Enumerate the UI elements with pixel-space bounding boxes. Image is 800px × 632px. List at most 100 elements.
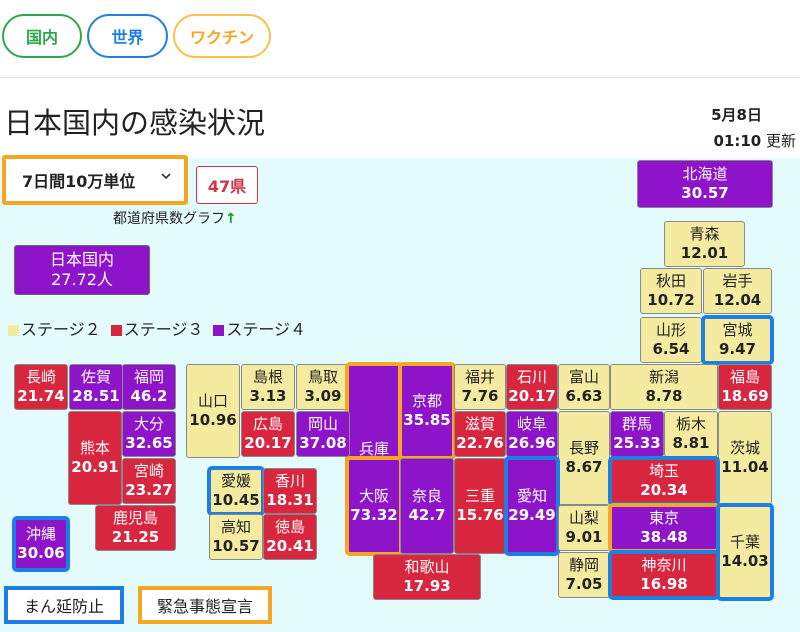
prefecture-tile[interactable]: 山口 10.96 (186, 364, 240, 458)
prefecture-tile[interactable]: 千葉 14.03 (716, 503, 774, 601)
prefecture-value: 6.63 (565, 387, 603, 405)
legend-stage2: ステージ２ (8, 316, 101, 340)
prefecture-tile[interactable]: 北海道 30.57 (637, 160, 773, 208)
emergency-legend: 緊急事態宣言 (138, 586, 272, 624)
prefecture-tile[interactable]: 福井 7.76 (454, 364, 506, 410)
tab-domestic[interactable]: 国内 (2, 14, 82, 58)
prefecture-tile[interactable]: 大分 32.65 (122, 411, 176, 457)
prefecture-name: 千葉 (729, 533, 760, 551)
prefecture-tile[interactable]: 三重 15.76 (454, 458, 506, 554)
prefecture-tile[interactable]: 神奈川 16.98 (608, 550, 720, 600)
prefecture-tile[interactable]: 岩手 12.04 (703, 268, 772, 314)
prefecture-name: 福井 (464, 368, 495, 386)
prefecture-tile[interactable]: 長崎 21.74 (14, 364, 68, 410)
prefecture-tile[interactable]: 佐賀 28.51 (69, 364, 123, 410)
prefecture-tile[interactable]: 愛知 29.49 (504, 456, 560, 556)
prefecture-tile[interactable]: 高知 10.57 (209, 514, 263, 560)
prefecture-value: 10.72 (647, 291, 695, 309)
prefecture-name: 青森 (689, 225, 720, 243)
prefecture-tile[interactable]: 福岡 46.2 (122, 364, 176, 410)
prefecture-name: 徳島 (274, 518, 305, 536)
prefecture-tile[interactable]: 熊本 20.91 (68, 411, 122, 505)
prefecture-value: 20.41 (266, 537, 314, 555)
prefecture-value: 17.93 (403, 577, 451, 595)
prefecture-graph-link[interactable]: 都道府県数グラフ↑ (113, 208, 237, 228)
prefecture-tile[interactable]: 大阪 73.32 (345, 456, 403, 556)
national-total[interactable]: 日本国内 27.72人 (14, 245, 150, 295)
prefecture-name: 北海道 (682, 165, 728, 183)
prefecture-name: 京都 (411, 392, 442, 410)
prefecture-value: 9.47 (718, 340, 756, 358)
prefecture-tile[interactable]: 群馬 25.33 (610, 411, 664, 457)
prefecture-value: 16.98 (640, 575, 688, 593)
legend-stage4: ステージ４ (213, 316, 306, 340)
prefecture-value: 37.08 (299, 434, 347, 452)
prefecture-name: 香川 (274, 472, 305, 490)
prefecture-tile[interactable]: 島根 3.13 (241, 364, 295, 410)
prefecture-value: 28.51 (72, 387, 120, 405)
prefecture-value: 10.45 (212, 491, 260, 509)
prefecture-name: 静岡 (568, 556, 599, 574)
prefecture-count-button[interactable]: 47県 (196, 166, 258, 204)
prefecture-name: 沖縄 (25, 525, 56, 543)
prefecture-tile[interactable]: 徳島 20.41 (263, 514, 317, 560)
stage-legend: ステージ２ ステージ３ ステージ４ (8, 316, 306, 340)
prefecture-tile[interactable]: 愛媛 10.45 (207, 466, 265, 516)
prefecture-name: 愛媛 (220, 472, 251, 490)
prefecture-tile[interactable]: 香川 18.31 (263, 468, 317, 514)
prefecture-tile[interactable]: 鹿児島 21.25 (95, 505, 176, 551)
prefecture-value: 30.06 (17, 544, 65, 562)
prefecture-name: 岡山 (307, 415, 338, 433)
chevron-down-icon (160, 170, 172, 186)
prefecture-value: 10.96 (189, 411, 237, 429)
tab-vaccine[interactable]: ワクチン (173, 14, 271, 58)
prefecture-tile[interactable]: 青森 12.01 (664, 221, 745, 267)
prefecture-tile[interactable]: 山梨 9.01 (558, 505, 610, 551)
prefecture-tile[interactable]: 石川 20.17 (506, 364, 558, 410)
prefecture-tile[interactable]: 福島 18.69 (718, 364, 772, 410)
prefecture-value: 20.17 (508, 387, 556, 405)
prefecture-tile[interactable]: 和歌山 17.93 (373, 554, 481, 600)
tab-world[interactable]: 世界 (87, 14, 168, 58)
prefecture-tile[interactable]: 秋田 10.72 (640, 268, 702, 314)
prefecture-tile[interactable]: 京都 35.85 (398, 362, 456, 460)
prefecture-value: 42.7 (408, 506, 446, 524)
prefecture-tile[interactable]: 茨城 11.04 (718, 411, 772, 505)
prefecture-name: 三重 (464, 487, 495, 505)
prefecture-tile[interactable]: 東京 38.48 (608, 503, 720, 553)
graph-link-label: 都道府県数グラフ (113, 211, 225, 227)
prefecture-value: 30.57 (681, 184, 729, 202)
prefecture-tile[interactable]: 広島 20.17 (241, 411, 295, 457)
prefecture-tile[interactable]: 宮崎 23.27 (122, 458, 176, 504)
metric-select[interactable]: 7日間10万単位 (2, 155, 188, 205)
prefecture-tile[interactable]: 鳥取 3.09 (296, 364, 350, 410)
prefecture-tile[interactable]: 宮城 9.47 (701, 315, 774, 365)
prefecture-name: 山形 (655, 321, 686, 339)
prefecture-tile[interactable]: 山形 6.54 (640, 317, 702, 363)
prefecture-tile[interactable]: 長野 8.67 (558, 411, 610, 505)
prefecture-tile[interactable]: 岡山 37.08 (296, 411, 350, 457)
prefecture-name: 宮城 (722, 321, 753, 339)
prefecture-name: 奈良 (411, 487, 442, 505)
prefecture-value: 26.96 (508, 434, 556, 452)
prefecture-value: 18.69 (721, 387, 769, 405)
national-label: 日本国内 (49, 250, 114, 269)
prefecture-tile[interactable]: 静岡 7.05 (558, 552, 610, 598)
prefecture-tile[interactable]: 富山 6.63 (558, 364, 610, 410)
prefecture-name: 熊本 (79, 439, 110, 457)
prefecture-name: 長崎 (25, 368, 56, 386)
prefecture-tile[interactable]: 奈良 42.7 (400, 458, 454, 554)
prefecture-tile[interactable]: 沖縄 30.06 (12, 516, 70, 572)
prefecture-name: 島根 (252, 368, 283, 386)
prefecture-tile[interactable]: 滋賀 22.76 (454, 411, 506, 457)
prefecture-name: 和歌山 (404, 558, 450, 576)
prefecture-name: 滋賀 (464, 415, 495, 433)
prefecture-value: 25.33 (613, 434, 661, 452)
prefecture-tile[interactable]: 埼玉 20.34 (608, 456, 720, 506)
prefecture-tile[interactable]: 岐阜 26.96 (506, 411, 558, 457)
prefecture-name: 茨城 (729, 439, 760, 457)
prefecture-tile[interactable]: 栃木 8.81 (664, 411, 718, 457)
prefecture-name: 高知 (220, 518, 251, 536)
prefecture-value: 46.2 (130, 387, 168, 405)
prefecture-tile[interactable]: 新潟 8.78 (610, 364, 718, 410)
